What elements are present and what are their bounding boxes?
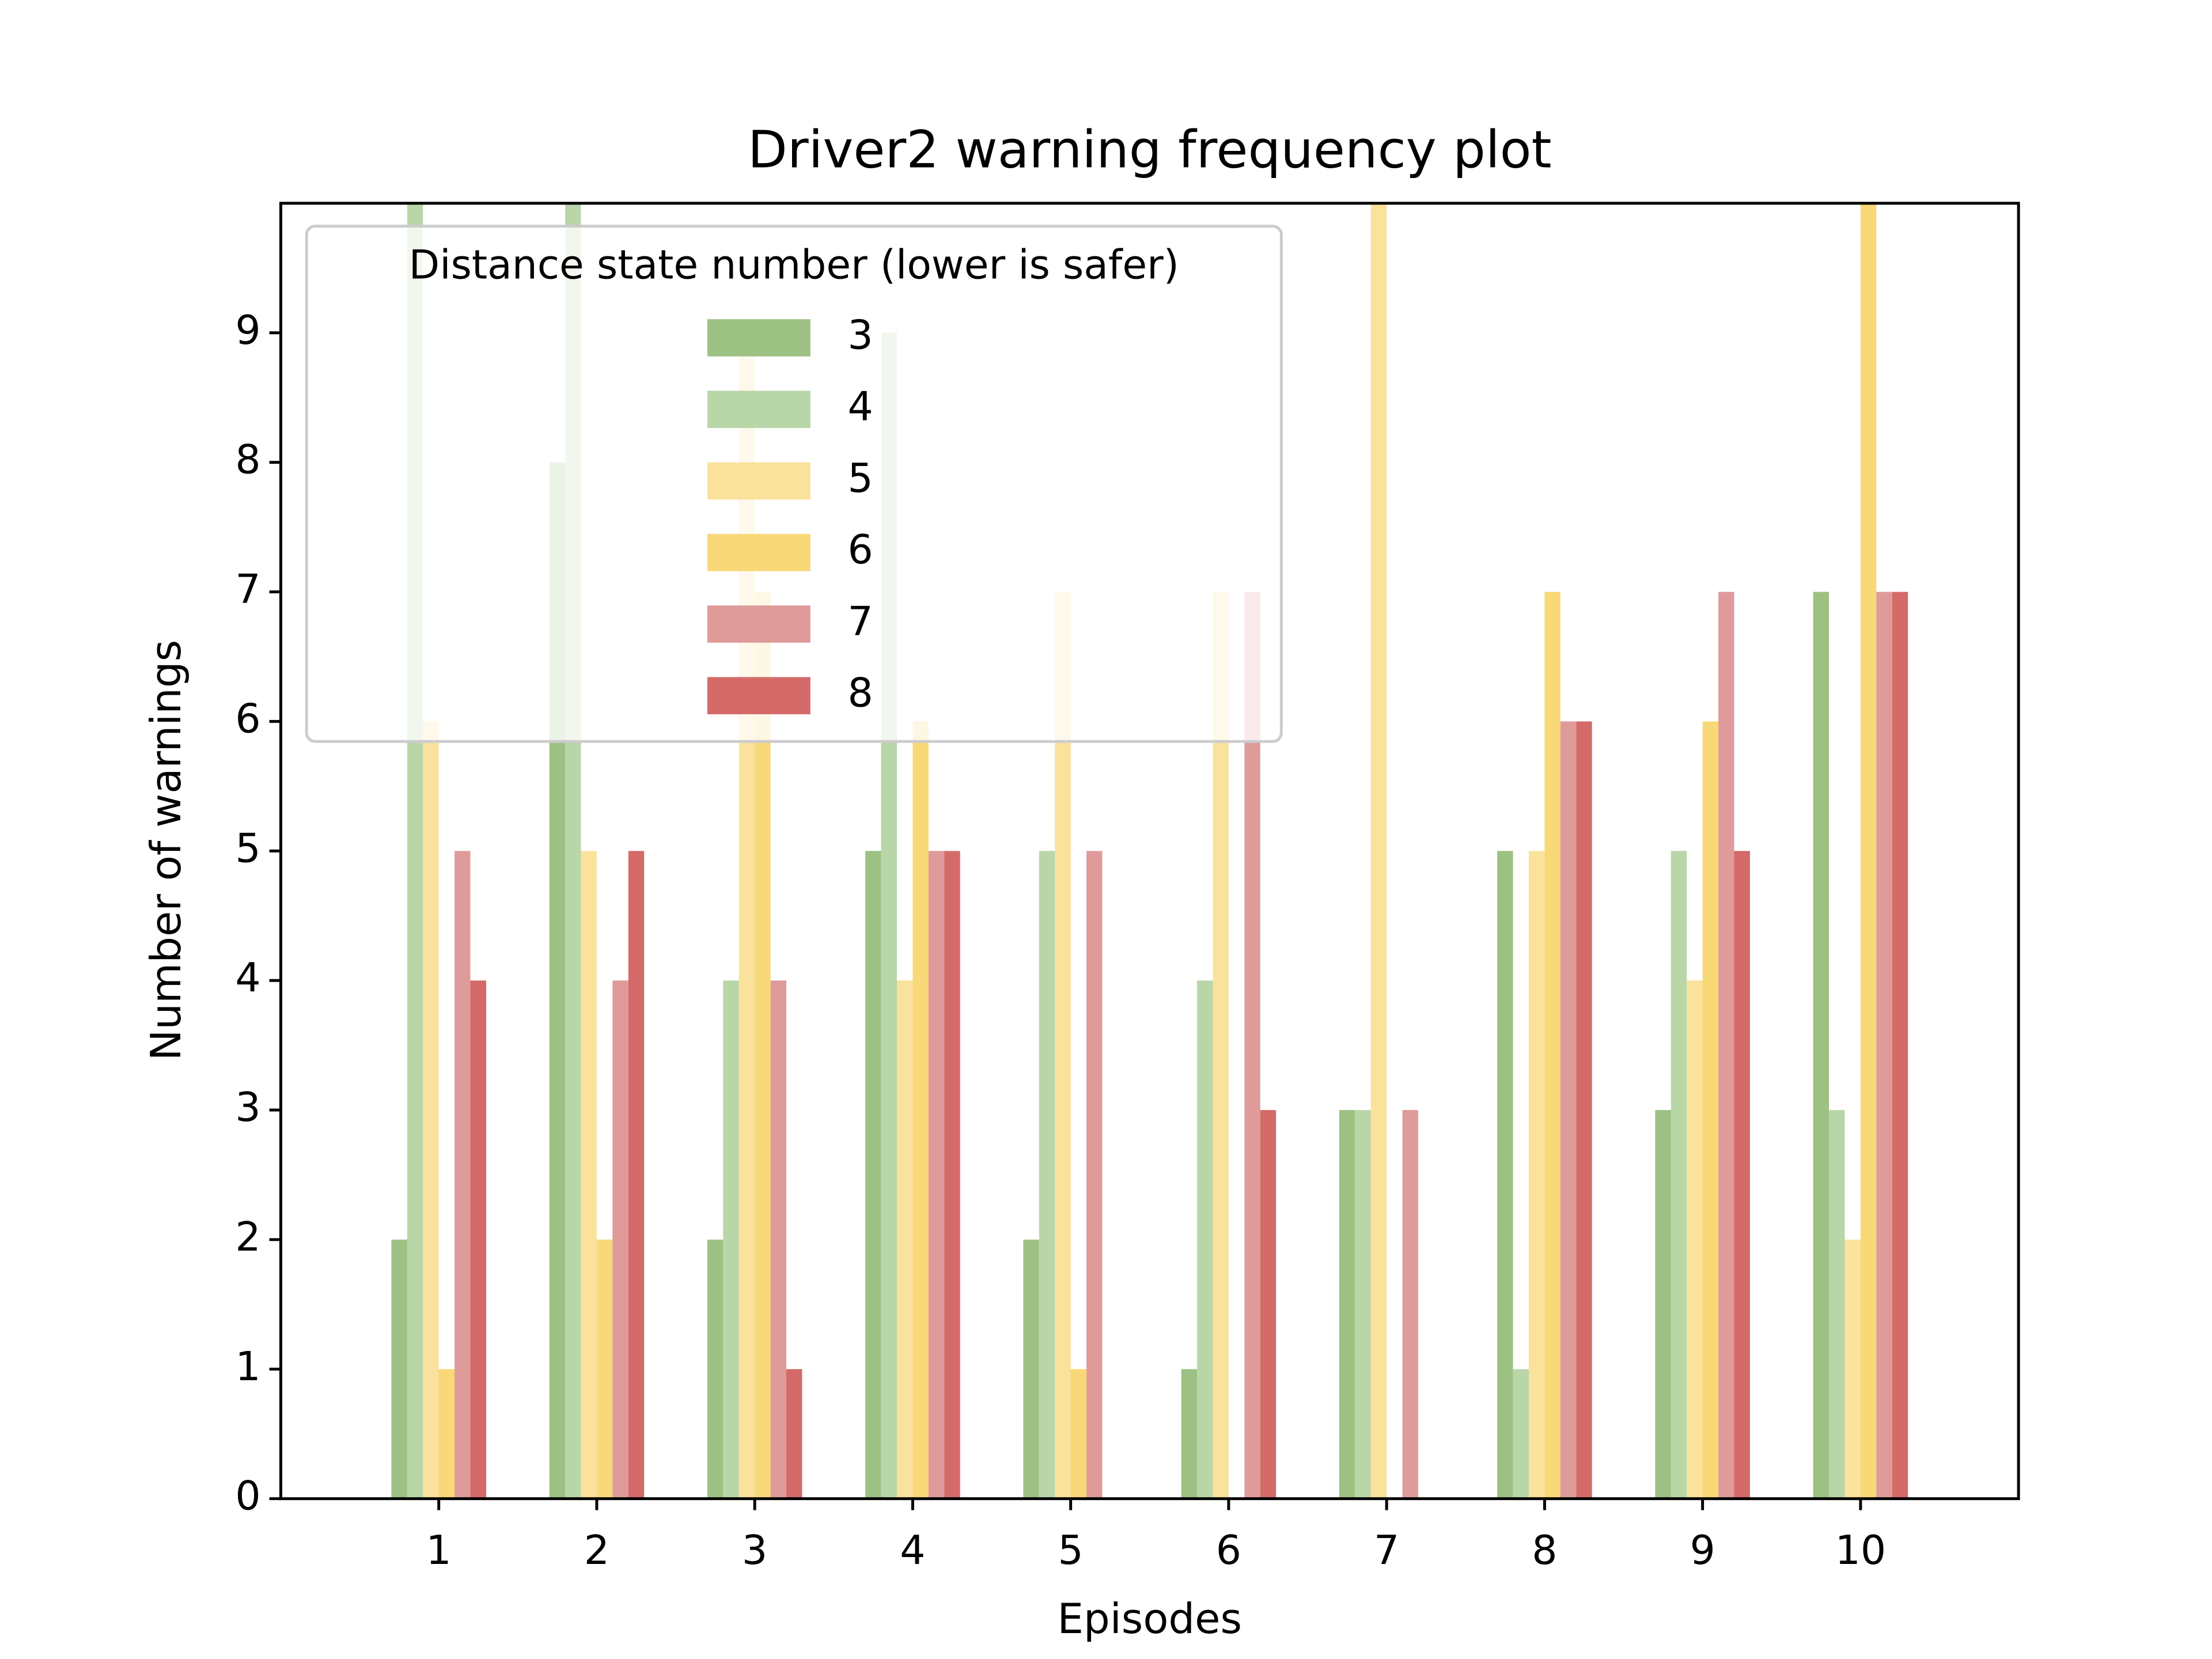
- y-tick-label: 0: [235, 1473, 260, 1520]
- bar: [628, 851, 645, 1499]
- y-tick-label: 7: [235, 566, 260, 613]
- bar: [1402, 1110, 1419, 1499]
- bar: [454, 851, 471, 1499]
- y-tick-label: 4: [235, 955, 260, 1001]
- legend-label: 7: [847, 598, 873, 645]
- legend-swatch: [707, 605, 810, 643]
- bar: [1086, 851, 1103, 1499]
- legend-title: Distance state number (lower is safer): [409, 242, 1179, 289]
- bar: [1844, 1239, 1861, 1499]
- bar: [1718, 592, 1734, 1499]
- bar: [786, 1369, 802, 1499]
- x-tick-label: 5: [1058, 1527, 1084, 1574]
- bar: [423, 721, 439, 1499]
- bars: [391, 203, 1908, 1499]
- bar: [1528, 851, 1545, 1499]
- y-tick-label: 9: [235, 307, 260, 354]
- bar: [1513, 1369, 1529, 1499]
- bar: [723, 980, 739, 1499]
- bar: [1181, 1369, 1198, 1499]
- bar: [755, 592, 771, 1499]
- x-axis-label: Episodes: [1058, 1594, 1242, 1643]
- legend-label: 3: [847, 312, 873, 358]
- y-tick-label: 2: [235, 1214, 260, 1260]
- bar: [1039, 851, 1055, 1499]
- x-tick-label: 2: [584, 1527, 609, 1574]
- bar: [944, 851, 960, 1499]
- x-tick-label: 6: [1216, 1527, 1241, 1574]
- bar: [1671, 851, 1687, 1499]
- legend-label: 8: [847, 670, 873, 717]
- bar: [1860, 203, 1877, 1499]
- bar: [707, 1239, 724, 1499]
- bar: [865, 851, 881, 1499]
- bar: [596, 1239, 613, 1499]
- bar: [1829, 1110, 1845, 1499]
- x-tick-label: 4: [900, 1527, 925, 1574]
- legend-label: 6: [847, 527, 873, 573]
- bar: [1023, 1239, 1039, 1499]
- legend-label: 4: [847, 384, 873, 430]
- bar: [1876, 592, 1892, 1499]
- bar: [1070, 1369, 1087, 1499]
- x-tick-label: 1: [426, 1527, 452, 1574]
- y-tick-label: 3: [235, 1084, 260, 1131]
- y-tick-label: 8: [235, 437, 260, 483]
- x-tick-label: 9: [1690, 1527, 1715, 1574]
- bar: [1355, 1110, 1371, 1499]
- bar: [1544, 592, 1560, 1499]
- legend-swatch: [707, 391, 810, 428]
- bar: [1213, 592, 1229, 1499]
- x-tick-label: 10: [1835, 1527, 1887, 1574]
- bar: [1655, 1110, 1671, 1499]
- bar: [1055, 592, 1071, 1499]
- bar: [1370, 203, 1387, 1499]
- bar: [1576, 721, 1592, 1499]
- bar: [1560, 721, 1577, 1499]
- bar: [897, 980, 913, 1499]
- y-tick-label: 6: [235, 695, 260, 742]
- bar: [770, 980, 787, 1499]
- x-tick-label: 3: [742, 1527, 767, 1574]
- chart-title: Driver2 warning frequency plot: [748, 120, 1552, 180]
- bar: [928, 851, 945, 1499]
- bar: [612, 980, 628, 1499]
- bar: [1260, 1110, 1277, 1499]
- x-tick-label: 8: [1532, 1527, 1557, 1574]
- bar: [1497, 851, 1513, 1499]
- y-axis-label: Number of warnings: [142, 640, 190, 1061]
- legend-label: 5: [847, 455, 873, 502]
- legend-swatch: [707, 677, 810, 714]
- bar: [1197, 980, 1213, 1499]
- bar: [1339, 1110, 1355, 1499]
- bar: [1702, 721, 1719, 1499]
- bar: [1244, 592, 1260, 1499]
- bar: [391, 1239, 407, 1499]
- y-tick-label: 5: [235, 825, 260, 872]
- bar: [1687, 980, 1703, 1499]
- bar: [470, 980, 486, 1499]
- bar: [912, 721, 929, 1499]
- legend-swatch: [707, 462, 810, 500]
- bar: [581, 851, 597, 1499]
- bar: [1892, 592, 1908, 1499]
- bar: [438, 1369, 455, 1499]
- legend-swatch: [707, 533, 810, 571]
- x-tick-label: 7: [1374, 1527, 1399, 1574]
- bar: [1734, 851, 1750, 1499]
- legend-swatch: [707, 319, 810, 357]
- y-tick-label: 1: [235, 1343, 260, 1390]
- bar: [1813, 592, 1830, 1499]
- legend: Distance state number (lower is safer) 3 4…: [305, 225, 1283, 743]
